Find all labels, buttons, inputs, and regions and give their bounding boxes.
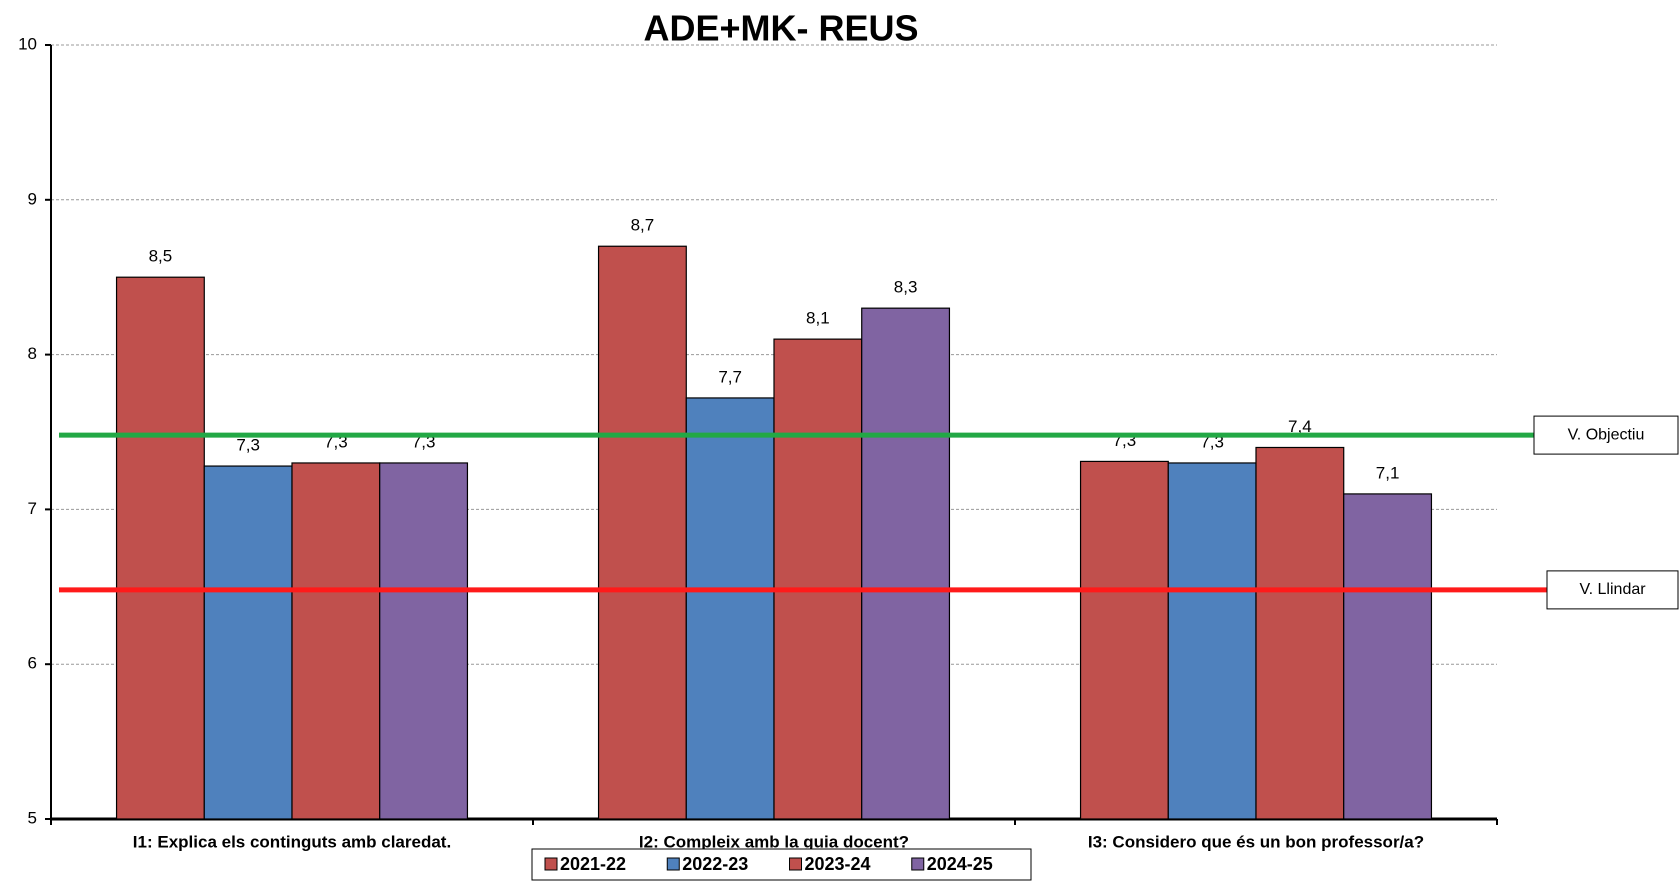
chart-title: ADE+MK- REUS	[643, 8, 918, 49]
x-tick-label: I2: Compleix amb la guia docent?	[639, 832, 909, 851]
bar	[861, 307, 951, 820]
data-label: 7,1	[1376, 463, 1400, 482]
bar	[597, 245, 687, 820]
bar	[203, 465, 293, 820]
legend-label: 2023-24	[805, 854, 871, 874]
legend-label: 2021-22	[560, 854, 626, 874]
reference-label: V. Objectiu	[1568, 426, 1645, 443]
bar	[685, 397, 775, 820]
x-tick-label: I1: Explica els continguts amb claredat.	[133, 832, 451, 851]
bar	[115, 276, 205, 820]
y-tick-label: 5	[28, 808, 37, 827]
data-label: 8,1	[806, 309, 830, 328]
bar	[773, 338, 863, 820]
y-tick-label: 9	[28, 189, 37, 208]
bar	[291, 462, 381, 820]
x-tick-label: I3: Considero que és un bon professor/a?	[1088, 832, 1424, 851]
data-label: 8,3	[894, 278, 918, 297]
legend-box	[531, 848, 1032, 881]
y-tick-label: 8	[28, 344, 37, 363]
y-tick-label: 10	[18, 34, 37, 53]
bar	[1343, 493, 1433, 820]
bar	[1079, 460, 1169, 820]
legend-swatch	[544, 857, 558, 871]
legend-label: 2022-23	[682, 854, 748, 874]
y-tick-label: 7	[28, 499, 37, 518]
data-label: 8,7	[631, 216, 655, 235]
legend-label: 2024-25	[927, 854, 993, 874]
legend-swatch	[666, 857, 680, 871]
data-label: 7,7	[718, 367, 742, 386]
bar	[1167, 462, 1257, 820]
reference-label-box	[1546, 570, 1679, 610]
data-label: 7,3	[236, 436, 260, 455]
data-label: 7,4	[1288, 417, 1312, 436]
reference-label: V. Llindar	[1579, 581, 1646, 598]
data-label: 8,5	[149, 247, 173, 266]
reference-label-box	[1533, 415, 1679, 455]
y-tick-label: 6	[28, 654, 37, 673]
bar	[379, 462, 469, 820]
legend-swatch	[789, 857, 803, 871]
legend-swatch	[911, 857, 925, 871]
bar	[1255, 446, 1345, 820]
